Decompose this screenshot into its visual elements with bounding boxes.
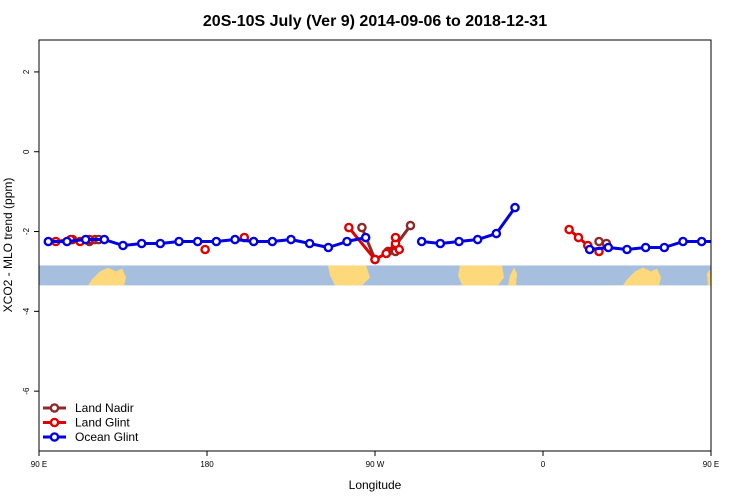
- data-point-ocean-glint: [584, 244, 595, 255]
- series-line-land-nadir: [360, 226, 377, 261]
- data-point-land-glint: [390, 232, 401, 243]
- land-mass-2: [458, 265, 504, 286]
- x-tick-label: 0: [541, 460, 546, 469]
- data-point-ocean-glint: [640, 242, 651, 253]
- data-point-ocean-glint: [304, 238, 315, 249]
- data-point-ocean-glint: [80, 234, 91, 245]
- data-point-ocean-glint: [510, 202, 520, 213]
- data-point-ocean-glint: [416, 236, 427, 247]
- legend-label-land-nadir: Land Nadir: [75, 401, 134, 415]
- data-point-ocean-glint: [248, 236, 259, 247]
- data-point-ocean-glint: [136, 238, 147, 249]
- x-axis-label: Longitude: [349, 478, 402, 492]
- data-point-ocean-glint: [696, 236, 707, 247]
- axis-ticks: 90 E 180 90 W 0 90 E 2 0 -2 -4 -6: [22, 69, 719, 469]
- series-clip-group: [43, 202, 742, 265]
- data-point-ocean-glint: [286, 234, 296, 245]
- y-axis-label: XCO2 - MLO trend (ppm): [1, 178, 15, 313]
- data-point-ocean-glint: [678, 236, 688, 247]
- legend-marker-land-nadir: [49, 403, 60, 413]
- x-tick-label: 90 E: [31, 460, 47, 469]
- land-mass-0: [88, 267, 126, 286]
- data-point-land-nadir: [405, 220, 416, 231]
- data-point-ocean-glint: [118, 240, 128, 251]
- data-point-ocean-glint: [99, 234, 110, 245]
- legend-marker-land-glint: [49, 417, 60, 428]
- data-point-ocean-glint: [192, 236, 203, 247]
- data-point-land-glint: [370, 254, 380, 265]
- data-point-ocean-glint: [174, 236, 184, 247]
- plot-frame: [38, 39, 712, 452]
- data-point-ocean-glint: [472, 234, 483, 245]
- data-point-land-glint: [381, 248, 392, 259]
- x-tick-label: 90 W: [366, 460, 385, 469]
- chart-title: 20S-10S July (Ver 9) 2014-09-06 to 2018-…: [203, 13, 547, 30]
- x-tick-label: 180: [200, 460, 214, 469]
- data-point-land-glint: [564, 224, 574, 235]
- data-point-ocean-glint: [622, 244, 632, 255]
- data-point-ocean-glint: [659, 242, 670, 253]
- series-ocean-glint: [43, 202, 742, 255]
- data-point-land-glint: [394, 244, 405, 255]
- ocean-band: [39, 265, 711, 286]
- data-point-ocean-glint: [454, 236, 464, 247]
- data-point-ocean-glint: [491, 228, 502, 239]
- land-mass-3: [508, 267, 517, 286]
- data-point-land-glint: [344, 222, 354, 233]
- land-mass-4: [623, 267, 661, 286]
- data-point-ocean-glint: [435, 238, 446, 249]
- series-line-ocean-glint: [421, 206, 517, 246]
- land-mass-1: [328, 265, 370, 286]
- legend-marker-ocean-glint: [49, 432, 60, 442]
- data-point-ocean-glint: [735, 238, 742, 245]
- y-tick-label: -6: [22, 387, 31, 395]
- y-tick-label: 0: [22, 149, 31, 154]
- y-tick-label: -2: [22, 227, 31, 235]
- land-ocean-band: [39, 265, 711, 286]
- data-point-ocean-glint: [43, 236, 54, 247]
- x-tick-label: 90 E: [703, 460, 719, 469]
- series-layer: [43, 202, 742, 265]
- legend-label-ocean-glint: Ocean Glint: [75, 430, 139, 444]
- y-tick-label: -4: [22, 307, 31, 315]
- data-point-ocean-glint: [603, 242, 614, 253]
- y-tick-label: 2: [22, 69, 31, 74]
- data-point-land-nadir: [357, 222, 367, 233]
- data-point-ocean-glint: [717, 238, 724, 245]
- data-point-land-nadir: [594, 236, 604, 247]
- data-point-ocean-glint: [155, 238, 166, 249]
- data-point-ocean-glint: [211, 236, 222, 247]
- data-point-ocean-glint: [360, 232, 371, 243]
- data-point-ocean-glint: [323, 242, 334, 253]
- data-point-ocean-glint: [230, 234, 240, 245]
- legend-label-land-glint: Land Glint: [75, 416, 130, 430]
- data-point-ocean-glint: [62, 236, 72, 247]
- data-point-land-glint: [200, 244, 210, 255]
- land-mass-5: [707, 269, 711, 286]
- data-point-ocean-glint: [267, 236, 278, 247]
- data-point-ocean-glint: [342, 236, 352, 247]
- data-point-land-glint: [573, 232, 584, 243]
- series-line-ocean-glint: [589, 240, 711, 251]
